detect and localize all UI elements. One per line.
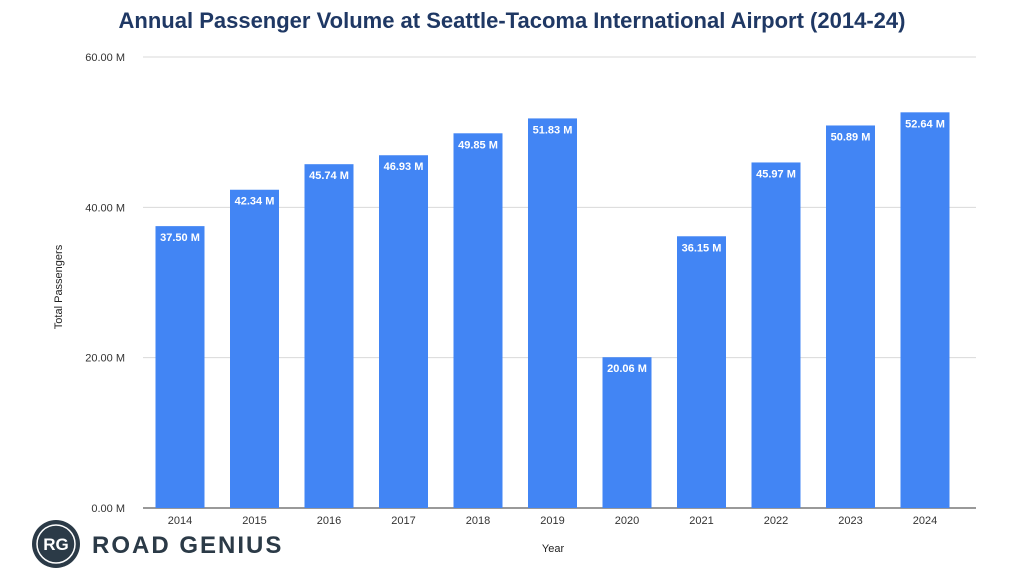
- logo-monogram: RG: [43, 535, 69, 554]
- data-label-2019: 51.83 M: [533, 124, 573, 136]
- y-axis-ticks: 0.00 M 20.00 M 40.00 M 60.00 M: [85, 52, 125, 515]
- x-tick-label-2024: 2024: [913, 515, 937, 527]
- chart-title: Annual Passenger Volume at Seattle-Tacom…: [119, 8, 906, 33]
- data-label-2015: 42.34 M: [235, 196, 275, 208]
- bar-2022: [751, 162, 801, 508]
- data-label-2020: 20.06 M: [607, 363, 647, 375]
- x-axis-label: Year: [542, 543, 565, 555]
- data-label-2017: 46.93 M: [384, 161, 424, 173]
- data-label-2023: 50.89 M: [831, 131, 871, 143]
- bar-2015: [230, 189, 279, 509]
- y-tick-label: 60.00 M: [85, 52, 125, 64]
- y-tick-label: 20.00 M: [85, 353, 125, 365]
- bar-2016: [304, 164, 354, 508]
- logo-badge-ring: [36, 524, 76, 564]
- data-label-2014: 37.50 M: [160, 232, 200, 244]
- y-tick-label: 40.00 M: [85, 202, 125, 214]
- x-tick-label-2020: 2020: [615, 515, 639, 527]
- x-tick-label-2019: 2019: [540, 515, 564, 527]
- x-axis-ticks: 2014 2015 2016 2017 2018 2019 2020 2021 2022 2023…: [168, 515, 937, 527]
- bar-2018: [453, 133, 503, 508]
- bar-2021: [677, 236, 726, 508]
- bar-2023: [826, 125, 875, 508]
- bar-2020: [602, 357, 652, 508]
- bars: 37.50 M 42.34 M 45.74 M 46.93 M 49.85 M 51.83…: [155, 112, 950, 509]
- logo-badge-icon: [32, 520, 80, 568]
- bar-2019: [528, 118, 577, 508]
- data-label-2021: 36.15 M: [682, 242, 722, 254]
- data-label-2024: 52.64 M: [905, 118, 945, 130]
- logo-text: ROAD GENIUS: [92, 532, 283, 559]
- x-tick-label-2016: 2016: [317, 515, 341, 527]
- road-genius-logo: RG ROAD GENIUS: [32, 520, 283, 568]
- x-tick-label-2017: 2017: [391, 515, 415, 527]
- x-tick-label-2018: 2018: [466, 515, 490, 527]
- x-tick-label-2014: 2014: [168, 515, 192, 527]
- bar-2017: [379, 155, 428, 508]
- x-tick-label-2022: 2022: [764, 515, 788, 527]
- data-label-2016: 45.74 M: [309, 170, 349, 182]
- y-axis-label: Total Passengers: [53, 244, 65, 329]
- data-label-2022: 45.97 M: [756, 168, 796, 180]
- y-tick-label: 0.00 M: [91, 503, 125, 515]
- x-tick-label-2015: 2015: [242, 515, 266, 527]
- bar-2014: [155, 226, 205, 508]
- x-tick-label-2023: 2023: [838, 515, 862, 527]
- data-label-2018: 49.85 M: [458, 139, 498, 151]
- x-tick-label-2021: 2021: [689, 515, 713, 527]
- bar-2024: [900, 112, 950, 509]
